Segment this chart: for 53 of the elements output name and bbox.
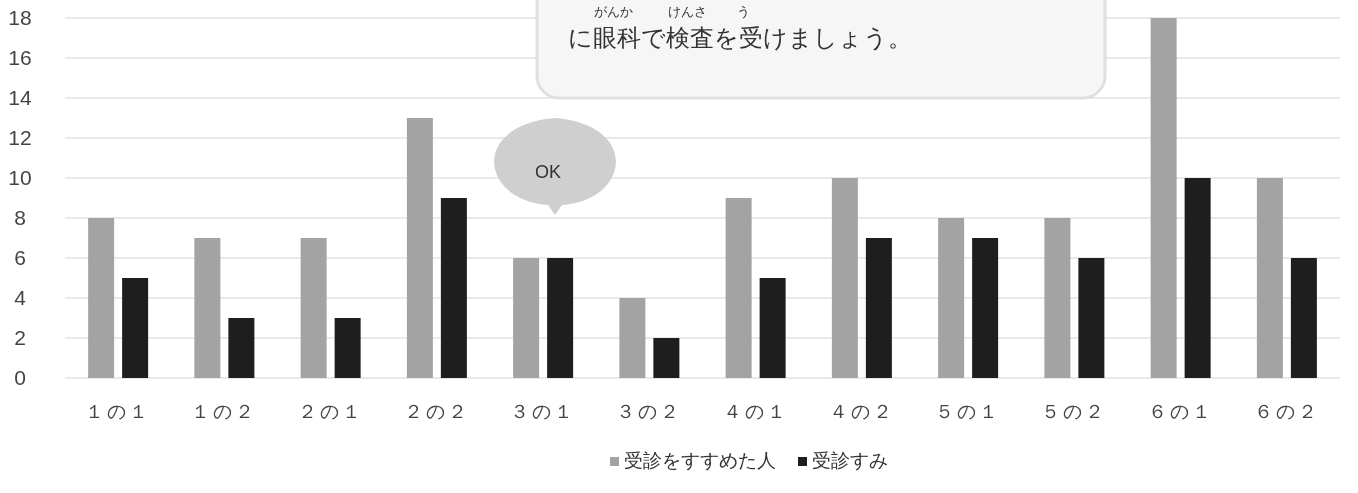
x-tick-label: ５の２ [1041, 400, 1108, 422]
x-tick-label: ６の１ [1147, 400, 1214, 422]
bar [1044, 218, 1071, 378]
annotation: に眼科で検査を受けましょう。 [568, 24, 912, 51]
bar [653, 338, 680, 378]
y-tick-label: 14 [8, 86, 32, 109]
bar [88, 218, 115, 378]
bar [1184, 178, 1211, 378]
bar [759, 278, 786, 378]
y-tick-label: 6 [14, 246, 26, 269]
bar [440, 198, 467, 378]
bar [1256, 178, 1283, 378]
bar [831, 178, 858, 378]
y-tick-label: 4 [14, 286, 27, 309]
y-tick-label: 18 [8, 6, 32, 29]
bar [972, 238, 999, 378]
bar [725, 198, 752, 378]
y-tick-label: 16 [8, 46, 32, 69]
x-tick-label: ３の２ [616, 400, 683, 422]
x-tick-label: ３の１ [510, 400, 577, 422]
bar [619, 298, 646, 378]
bar [1150, 18, 1177, 378]
annotation: けんさ [668, 4, 707, 19]
bar [938, 218, 965, 378]
bar [228, 318, 255, 378]
y-tick-label: 8 [14, 206, 26, 229]
y-tick-label: 0 [14, 366, 26, 389]
x-tick-label: ６の２ [1253, 400, 1320, 422]
annotation: OK [534, 162, 562, 182]
x-tick-label: ４の１ [722, 400, 789, 422]
y-tick-label: 10 [8, 166, 32, 189]
bar [406, 118, 433, 378]
x-tick-label: ２の１ [297, 400, 364, 422]
x-tick-label: ２の２ [403, 400, 470, 422]
y-tick-label: 2 [14, 326, 26, 349]
bar [194, 238, 221, 378]
y-tick-label: 12 [8, 126, 32, 149]
legend-label: 受診すみ [812, 450, 888, 471]
bar [513, 258, 540, 378]
legend-label: 受診をすすめた人 [624, 450, 776, 471]
annotation: う [737, 4, 750, 19]
x-tick-label: ４の２ [828, 400, 895, 422]
bar [865, 238, 892, 378]
annotation: がんか [594, 4, 633, 19]
bar [300, 238, 327, 378]
bar [1290, 258, 1317, 378]
bar [334, 318, 361, 378]
x-tick-label: １の２ [191, 400, 258, 422]
bar [122, 278, 149, 378]
bar [547, 258, 574, 378]
bar [1078, 258, 1105, 378]
x-tick-label: １の１ [85, 400, 152, 422]
x-tick-label: ５の１ [935, 400, 1002, 422]
